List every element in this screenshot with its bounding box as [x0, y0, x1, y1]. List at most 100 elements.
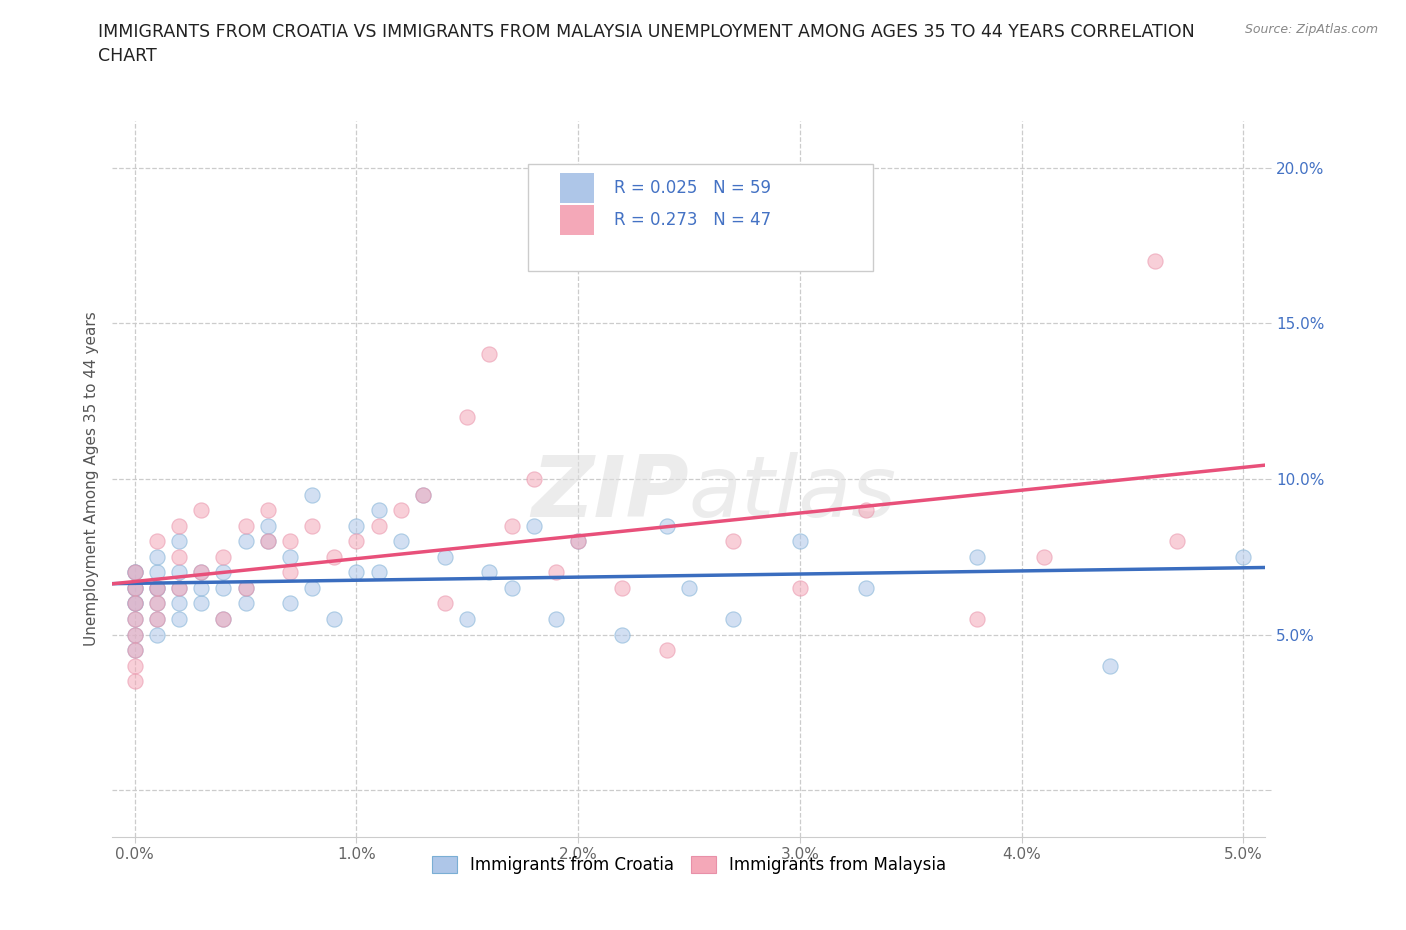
Point [167, 580, 190, 595]
Point [146, 580, 169, 595]
Point [146, 627, 169, 642]
Point [544, 565, 567, 579]
Point [389, 502, 412, 517]
Point [278, 534, 301, 549]
Point [167, 565, 190, 579]
Point [124, 612, 146, 627]
Point [167, 596, 190, 611]
Point [723, 534, 745, 549]
Point [124, 627, 146, 642]
Point [323, 612, 346, 627]
Point [256, 518, 278, 533]
Point [124, 674, 146, 689]
Point [501, 580, 523, 595]
Point [190, 580, 212, 595]
Point [412, 487, 434, 502]
Point [301, 487, 323, 502]
Point [167, 612, 190, 627]
Point [412, 487, 434, 502]
Point [523, 472, 546, 486]
Point [344, 534, 367, 549]
Point [456, 409, 478, 424]
Point [167, 580, 190, 595]
Point [612, 627, 634, 642]
Point [278, 550, 301, 565]
Point [235, 534, 257, 549]
Text: ZIP: ZIP [531, 452, 689, 535]
Point [966, 550, 988, 565]
Point [124, 565, 146, 579]
Point [1099, 658, 1122, 673]
Point [1166, 534, 1188, 549]
Point [190, 596, 212, 611]
Point [478, 565, 501, 579]
Text: atlas: atlas [689, 452, 897, 535]
Point [146, 596, 169, 611]
Point [235, 580, 257, 595]
Point [301, 518, 323, 533]
Point [124, 627, 146, 642]
Point [544, 612, 567, 627]
Point [212, 612, 235, 627]
Point [855, 502, 877, 517]
Point [301, 580, 323, 595]
Point [567, 534, 589, 549]
Point [789, 534, 811, 549]
Point [523, 518, 546, 533]
Point [167, 534, 190, 549]
Point [434, 596, 457, 611]
Point [344, 565, 367, 579]
Point [478, 347, 501, 362]
Point [124, 580, 146, 595]
Point [655, 643, 678, 658]
Point [212, 612, 235, 627]
Point [456, 612, 478, 627]
Point [146, 550, 169, 565]
Point [146, 565, 169, 579]
Point [434, 550, 457, 565]
Point [190, 565, 212, 579]
Point [235, 518, 257, 533]
Point [966, 612, 988, 627]
Point [723, 612, 745, 627]
Point [167, 550, 190, 565]
Point [256, 534, 278, 549]
Point [1232, 550, 1254, 565]
Point [124, 565, 146, 579]
Point [124, 580, 146, 595]
FancyBboxPatch shape [560, 173, 595, 204]
FancyBboxPatch shape [560, 206, 595, 235]
Point [389, 534, 412, 549]
Point [256, 534, 278, 549]
Point [124, 580, 146, 595]
Point [1143, 254, 1166, 269]
Point [124, 658, 146, 673]
Point [124, 596, 146, 611]
Point [256, 502, 278, 517]
Point [235, 596, 257, 611]
Text: R = 0.025   N = 59: R = 0.025 N = 59 [614, 179, 770, 197]
Point [146, 612, 169, 627]
Point [612, 580, 634, 595]
Point [167, 518, 190, 533]
Point [146, 596, 169, 611]
Point [212, 565, 235, 579]
Point [278, 565, 301, 579]
Point [367, 502, 389, 517]
Point [789, 580, 811, 595]
Point [146, 580, 169, 595]
Point [190, 565, 212, 579]
Point [501, 518, 523, 533]
Text: R = 0.273   N = 47: R = 0.273 N = 47 [614, 211, 770, 230]
Point [124, 596, 146, 611]
Point [1032, 550, 1054, 565]
Legend: Immigrants from Croatia, Immigrants from Malaysia: Immigrants from Croatia, Immigrants from… [423, 847, 955, 883]
Point [655, 518, 678, 533]
Text: IMMIGRANTS FROM CROATIA VS IMMIGRANTS FROM MALAYSIA UNEMPLOYMENT AMONG AGES 35 T: IMMIGRANTS FROM CROATIA VS IMMIGRANTS FR… [98, 23, 1195, 65]
FancyBboxPatch shape [527, 164, 873, 272]
Point [124, 612, 146, 627]
Point [212, 580, 235, 595]
Point [124, 596, 146, 611]
Point [146, 534, 169, 549]
Point [190, 502, 212, 517]
